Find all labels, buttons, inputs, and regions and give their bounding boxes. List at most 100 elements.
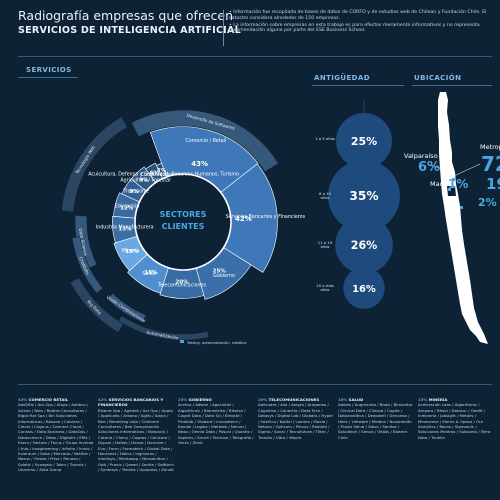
- ub-valparaiso-pct: 6%: [418, 160, 441, 175]
- col-pct: 42%: [98, 397, 108, 402]
- category-label: Agricultura / Forestal: [120, 177, 170, 183]
- ring-label: Data Science: [78, 228, 88, 256]
- pct-label: 15%: [125, 249, 139, 255]
- section-antiguedad: ANTIGÜEDAD: [314, 74, 370, 82]
- pct-label: 25%: [213, 268, 227, 274]
- category-label: Minería: [122, 247, 140, 254]
- antiguedad-bubble: [335, 216, 393, 274]
- araucania-marker: [460, 206, 463, 209]
- col-body: Acritus / Adkeni / Agesinteli / Algorith…: [178, 402, 254, 446]
- ring-arc-big-data: [69, 277, 124, 333]
- antiguedad-bubble: [328, 160, 400, 232]
- pct-label: 6%: [150, 171, 160, 177]
- col-body: Bizarre Spa / Ageient / Act Ops / Appiq …: [98, 407, 174, 473]
- ub-maule-pct: 1%: [448, 177, 469, 191]
- header-rule: [18, 56, 492, 57]
- pct-label: 42%: [235, 215, 252, 223]
- ring-arc-automatizacion: [117, 315, 210, 341]
- ring-arc-chatbots: [71, 236, 104, 294]
- note-2: • La información sobre empresas en esta …: [229, 22, 480, 34]
- col-pct: 20%: [258, 397, 268, 402]
- header-divider: [223, 10, 224, 46]
- col-title: MINERÍA: [428, 397, 448, 402]
- antiguedad-category: 11 a 19 años: [317, 240, 333, 250]
- column-telecom: 20% TELECOMUNICACIONES Adecuare / Alia /…: [258, 397, 334, 493]
- column-mineria: 15% MINERÍA Aceleración Labs / Algorithm…: [418, 397, 494, 493]
- col-pct: 43%: [18, 397, 28, 402]
- pct-label: 18%: [144, 270, 158, 276]
- ub-araucania-pct: 2%: [478, 196, 497, 209]
- pct-label: 9%: [139, 178, 149, 184]
- maule-marker: [448, 188, 451, 191]
- section-servicios: SERVICIOS: [26, 66, 72, 74]
- category-label: Servicios Bancarios y Financieros: [226, 214, 306, 220]
- column-bancarios: 42% SERVICIOS BANCARIOS Y FINANCIEROS Bi…: [98, 397, 174, 493]
- servicios-rule: [18, 77, 78, 78]
- category-label: Salud: [142, 271, 155, 277]
- antiguedad-value: 25%: [351, 135, 377, 148]
- sectors-segments: [112, 126, 278, 300]
- antiguedad-bubble: [343, 267, 385, 309]
- pct-label: 9%: [130, 189, 140, 195]
- ring-label: Automatización: [146, 330, 179, 341]
- column-gobierno: 25% GOBIERNO Acritus / Adkeni / Agesinte…: [178, 397, 254, 493]
- antiguedad-value: 35%: [349, 189, 378, 203]
- center-label-2: CLIENTES: [162, 222, 205, 231]
- center-ring: [134, 173, 232, 271]
- category-labels: Comercio / Retail Servicios Bancarios y F…: [88, 138, 305, 288]
- metropolitana-marker: [452, 178, 455, 181]
- category-label: Comercio / Retail: [185, 138, 226, 144]
- col-body: Adecuare / Alia / Anigra / Araganea / Co…: [258, 402, 334, 440]
- col-title: SALUD: [348, 397, 364, 402]
- section-ubicacion: UBICACIÓN: [414, 74, 462, 82]
- pct-label: 13%: [118, 226, 132, 232]
- ring-arc-desarrollo-de-softwares: [130, 109, 279, 173]
- chile-shape: [438, 92, 488, 344]
- pct-label: 20%: [176, 280, 190, 286]
- antiguedad-category: 20 o más años: [316, 283, 334, 293]
- col-body: Add2Biz / Act-Ops / Alaya / Adebco / Ari…: [18, 402, 94, 473]
- col-title: COMERCIO RETAIL: [28, 397, 69, 402]
- category-label: Gobierno: [213, 273, 235, 279]
- pct-label: 3%: [157, 168, 167, 174]
- col-title: SERVICIOS BANCARIOS Y FINANCIEROS: [98, 397, 164, 408]
- category-label: Telecomunicaciones: [157, 282, 206, 288]
- antiguedad-category: 6 a 10 años: [319, 191, 331, 201]
- ub-maule-name: Maule: [430, 180, 450, 188]
- page-subtitle: SERVICIOS DE INTELIGENCIA ARTIFICIAL: [18, 25, 241, 36]
- center-label-1: SECTORES: [160, 210, 207, 219]
- legend-text: Testing, automatización, robótica: [186, 341, 247, 345]
- antiguedad-value: 26%: [351, 239, 378, 252]
- category-label: Industria Manufacturera: [96, 224, 154, 230]
- category-label: Transporte: [122, 188, 149, 194]
- ubicacion-rule: [412, 85, 492, 86]
- antiguedad-category: 1 a 5 años: [315, 136, 335, 141]
- antiguedad-rule: [312, 85, 404, 86]
- col-title: TELECOMUNICACIONES: [268, 397, 320, 402]
- percentage-labels: 43%42%25%20%18%15%13%12%9%9%6%3%: [118, 160, 251, 286]
- category-label: Acuicultura, Defensa y Seguridad, Recurs…: [88, 171, 239, 177]
- column-salud: 18% SALUD Adelas / Augmentio / Biota / B…: [338, 397, 414, 493]
- category-label: Educación: [115, 202, 140, 209]
- services-ring: [61, 109, 279, 341]
- column-comercio: 43% COMERCIO RETAIL Add2Biz / Act-Ops / …: [18, 397, 94, 493]
- legend-swatch: [180, 340, 184, 343]
- ub-valparaiso-name: Valparaíso: [404, 152, 438, 160]
- ub-metropolitana-pct: 72%: [481, 152, 500, 176]
- col-pct: 25%: [178, 397, 188, 402]
- page-title: Radiografía empresas que ofrecen: [18, 8, 233, 23]
- pct-label: 12%: [120, 205, 134, 211]
- ring-arc-vision-computacional: [106, 292, 147, 323]
- antiguedad-bubble: [336, 113, 392, 169]
- antiguedad-value: 16%: [352, 284, 376, 295]
- category-label: Construcción: [141, 171, 172, 178]
- col-pct: 18%: [338, 397, 348, 402]
- col-title: GOBIERNO: [188, 397, 212, 402]
- col-body: Adelas / Augmentio / Biota / Bimonitor /…: [338, 402, 413, 440]
- bottom-rule: [18, 384, 492, 385]
- ring-arc-tecnologia-web: [61, 116, 128, 213]
- col-pct: 15%: [418, 397, 428, 402]
